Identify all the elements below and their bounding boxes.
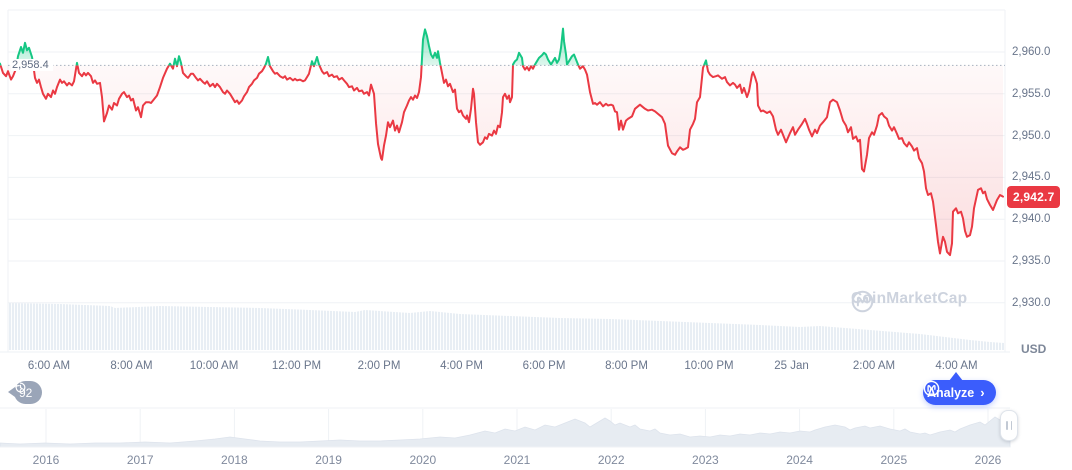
x-axis-label: 6:00 AM — [27, 360, 71, 372]
history-clock-icon — [15, 382, 26, 393]
watermark-label: CoinMarketCap — [851, 290, 968, 307]
navigator-year-label: 2017 — [126, 453, 154, 467]
navigator-year-label: 2021 — [503, 453, 531, 467]
x-axis-label: 25 Jan — [774, 360, 809, 372]
chevron-right-icon: › — [980, 385, 985, 400]
price-chart-plot-area[interactable] — [8, 10, 1005, 352]
y-axis-label: 2,945.0 — [1012, 171, 1051, 184]
x-axis-label: 8:00 AM — [110, 360, 153, 372]
navigator-year-label: 2016 — [32, 453, 60, 467]
x-axis-label: 2:00 PM — [357, 360, 401, 372]
navigator-year-label: 2024 — [786, 453, 813, 467]
navigator-year-label: 2022 — [597, 453, 625, 467]
y-axis-label: 2,940.0 — [1012, 213, 1051, 226]
y-axis-label: 2,950.0 — [1012, 129, 1051, 142]
coinmarketcap-watermark: CoinMarketCap — [851, 290, 968, 313]
analyze-tooltip-arrow — [949, 372, 963, 381]
x-axis-label: 10:00 AM — [189, 360, 239, 372]
navigator-year-label: 2020 — [409, 453, 437, 467]
x-axis-label: 10:00 PM — [684, 360, 734, 372]
navigator-year-label: 2023 — [692, 453, 719, 467]
navigator-year-label: 2018 — [221, 453, 248, 467]
x-axis-label: 4:00 PM — [440, 360, 483, 372]
grip-handle-icon — [1010, 421, 1012, 430]
navigator-year-label: 2026 — [974, 453, 1002, 467]
navigator-year-label: 2025 — [880, 453, 908, 467]
baseline-price-label: 2,958.4 — [11, 59, 53, 72]
navigator-year-label: 2019 — [315, 453, 342, 467]
navigator-area — [0, 416, 1011, 448]
y-axis-label: 2,955.0 — [1012, 87, 1051, 100]
coinmarketcap-logo-icon — [851, 290, 874, 313]
x-axis-label: 8:00 PM — [605, 360, 648, 372]
volume-bars — [8, 303, 1004, 350]
current-price-badge: 2,942.7 — [1007, 185, 1061, 208]
analyze-button[interactable]: Analyze › — [923, 380, 996, 405]
coinmarketcap-logo-icon — [923, 380, 940, 397]
history-badge[interactable]: 92 — [7, 381, 43, 404]
price-line-down — [0, 65, 1004, 257]
x-axis-label: 6:00 PM — [522, 360, 566, 372]
timeline-navigator[interactable] — [0, 408, 1010, 447]
x-axis-label: 12:00 PM — [271, 360, 322, 372]
y-axis-label: 2,930.0 — [1012, 296, 1051, 309]
x-axis-label: 2:00 AM — [852, 360, 896, 372]
navigator-resize-handle[interactable] — [1000, 410, 1018, 441]
grip-handle-icon — [1006, 421, 1008, 430]
y-axis-unit-label: USD — [1021, 342, 1047, 356]
x-axis-label: 4:00 AM — [935, 360, 978, 372]
y-axis-label: 2,960.0 — [1012, 46, 1051, 58]
y-axis-label: 2,935.0 — [1012, 255, 1051, 267]
